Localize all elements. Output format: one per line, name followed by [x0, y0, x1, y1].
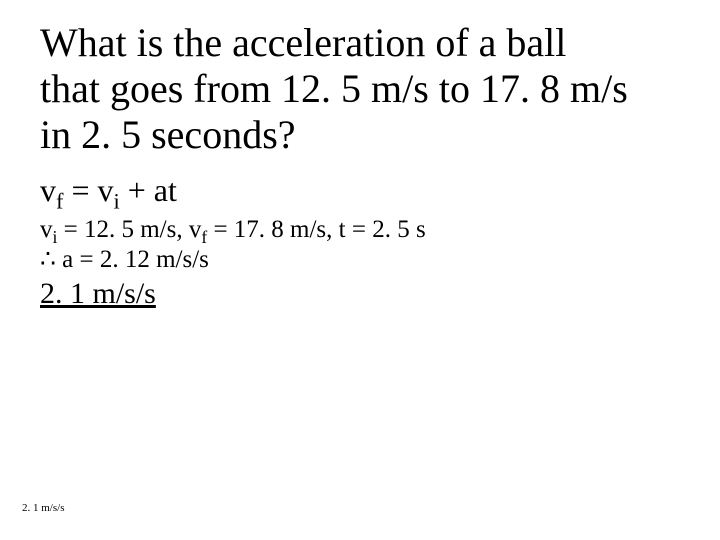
title-line-3: in 2. 5 seconds? — [40, 112, 296, 157]
given-l1-p1: v — [40, 216, 53, 243]
given-l1-p2: = 12. 5 m/s, v — [57, 216, 201, 243]
question-title: What is the acceleration of a ball that … — [40, 20, 680, 158]
slide: What is the acceleration of a ball that … — [0, 0, 720, 540]
equation: vf = vi + at — [40, 172, 680, 209]
given-line-2: ∴ a = 2. 12 m/s/s — [40, 246, 209, 273]
title-line-1: What is the acceleration of a ball — [40, 20, 566, 65]
eqn-lhs-var: v — [40, 172, 56, 208]
given-values: vi = 12. 5 m/s, vf = 17. 8 m/s, t = 2. 5… — [40, 215, 680, 275]
footer-note: 2. 1 m/s/s — [22, 502, 64, 514]
given-l1-p3: = 17. 8 m/s, t = 2. 5 s — [207, 216, 426, 243]
eqn-rhs-rest: + at — [120, 172, 177, 208]
eqn-rhs-var1: v — [98, 172, 114, 208]
title-line-2: that goes from 12. 5 m/s to 17. 8 m/s — [40, 66, 628, 111]
eqn-mid: = — [63, 172, 97, 208]
final-answer: 2. 1 m/s/s — [40, 277, 680, 311]
